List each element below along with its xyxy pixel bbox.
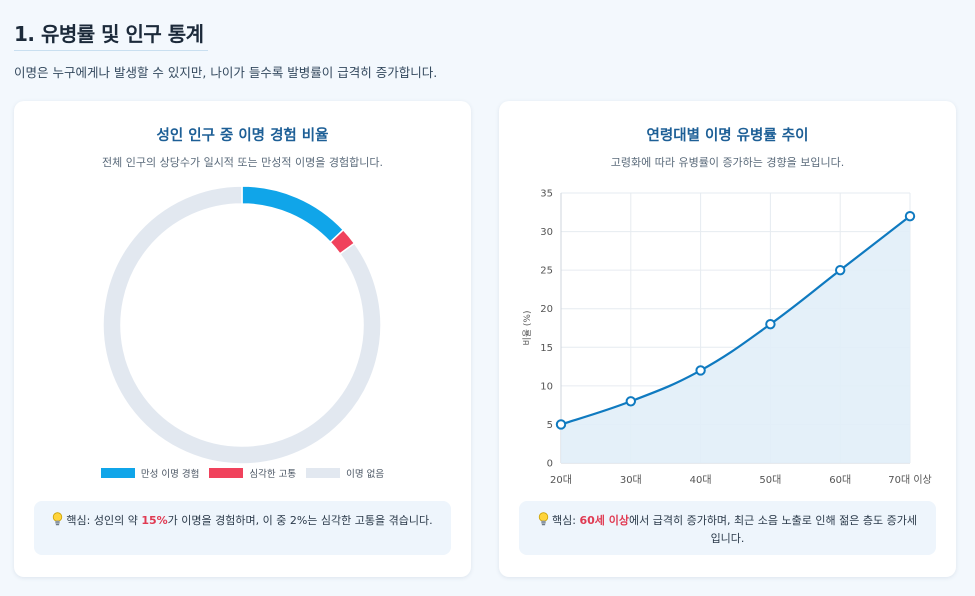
age-trend-card-title: 연령대별 이명 유병률 추이	[646, 128, 809, 144]
y-tick-label: 35	[540, 189, 553, 200]
insight-suffix: 가 이명을 경험하며, 이 중 2%는 심각한 고통을 겪습니다.	[167, 514, 433, 527]
legend-label-none: 이명 없음	[346, 469, 385, 480]
title-divider	[14, 50, 208, 51]
y-tick-label: 30	[540, 227, 553, 238]
area-fill	[561, 216, 910, 463]
x-tick-label: 50대	[759, 474, 781, 486]
data-point[interactable]	[904, 210, 916, 222]
data-point[interactable]	[835, 264, 846, 276]
line-chart[interactable]: 0 5 10 15 20 25 30 35 20대 30대 40대 50대 60대 70대 이상 비율 (%…	[499, 181, 956, 491]
y-tick-label: 20	[540, 304, 553, 315]
data-point[interactable]	[555, 419, 567, 430]
y-tick-label: 25	[540, 266, 553, 277]
y-tick-label: 5	[547, 420, 553, 431]
legend-label-chronic: 만성 이명 경험	[140, 469, 200, 480]
y-tick-label: 10	[540, 381, 553, 392]
legend-swatch-chronic	[100, 468, 135, 478]
y-tick-label: 0	[547, 459, 553, 470]
lightbulb-icon	[53, 512, 63, 526]
legend-item-none[interactable]: 이명 없음	[306, 466, 384, 480]
legend-item-severe[interactable]: 심각한 고통	[209, 466, 296, 480]
doughnut-legend[interactable]: 만성 이명 경험 심각한 고통 이명 없음	[14, 466, 471, 480]
lightbulb-icon	[538, 512, 549, 526]
slice-none[interactable]	[102, 185, 382, 465]
insight-highlight: 60세 이상	[579, 514, 629, 527]
age-trend-card: 연령대별 이명 유병률 추이 고령화에 따라 유병률이 증가하는 경향을 보입니…	[499, 101, 956, 577]
age-trend-insight: 핵심: 60세 이상에서 급격히 증가하며, 최근 소음 노출로 인해 젊은 층…	[519, 501, 936, 555]
prevalence-card: 성인 인구 중 이명 경험 비율 전체 인구의 상당수가 일시적 또는 만성적 …	[14, 101, 471, 577]
doughnut-chart[interactable]	[14, 181, 471, 471]
insight-suffix: 에서 급격히 증가하며, 최근 소음 노출로 인해 젊은 층도 증가세입니다.	[628, 514, 917, 545]
legend-label-severe: 심각한 고통	[249, 469, 297, 480]
data-point[interactable]	[625, 396, 637, 407]
x-tick-label: 30대	[620, 474, 642, 486]
y-tick-label: 15	[540, 343, 553, 354]
legend-item-chronic[interactable]: 만성 이명 경험	[100, 466, 200, 480]
slice-chronic[interactable]	[241, 185, 345, 244]
x-tick-label: 60대	[829, 474, 851, 486]
prevalence-insight: 핵심: 성인의 약 15%가 이명을 경험하며, 이 중 2%는 심각한 고통을…	[34, 501, 451, 555]
section-description: 이명은 누구에게나 발생할 수 있지만, 나이가 들수록 발병률이 급격히 증가…	[14, 65, 438, 80]
x-tick-label: 70대 이상	[888, 474, 932, 486]
legend-swatch-none	[306, 468, 341, 478]
y-axis-title: 비율 (%)	[522, 311, 533, 346]
section-title: 1. 유병률 및 인구 통계	[14, 22, 204, 46]
x-tick-label: 20대	[550, 474, 572, 486]
insight-prefix: 핵심:	[552, 514, 580, 527]
legend-swatch-severe	[209, 468, 244, 478]
insight-highlight: 15%	[141, 514, 168, 527]
prevalence-card-subtitle: 전체 인구의 상당수가 일시적 또는 만성적 이명을 경험합니다.	[102, 156, 383, 169]
data-point[interactable]	[695, 365, 706, 376]
insight-prefix: 핵심: 성인의 약	[66, 514, 142, 527]
x-tick-label: 40대	[690, 474, 712, 486]
data-point[interactable]	[765, 318, 776, 330]
prevalence-card-title: 성인 인구 중 이명 경험 비율	[156, 128, 329, 144]
age-trend-card-subtitle: 고령화에 따라 유병률이 증가하는 경향을 보입니다.	[610, 156, 845, 169]
